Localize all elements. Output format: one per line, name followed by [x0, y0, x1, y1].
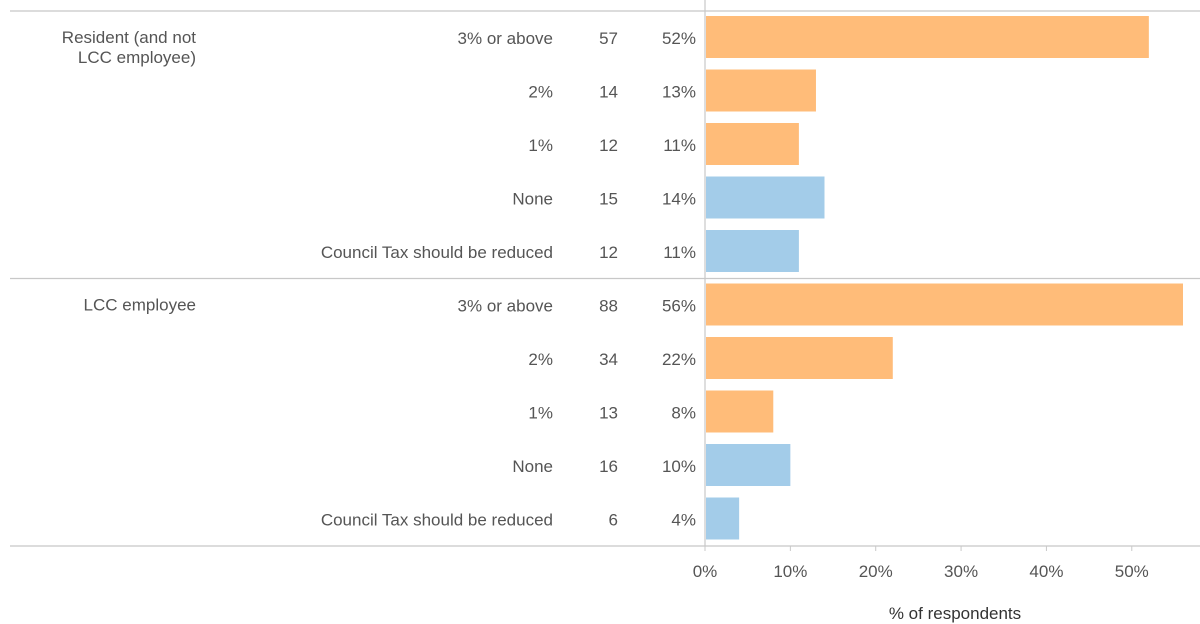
category-label: None [512, 189, 553, 208]
group-label-line: LCC employee [84, 296, 196, 315]
category-label: 3% or above [458, 29, 553, 48]
percent-label: 11% [663, 136, 696, 155]
category-label: 2% [528, 350, 553, 369]
chart-rows: Resident (and not LCC employee) 3% or abov… [62, 16, 1183, 540]
bar [706, 337, 893, 379]
count-label: 12 [599, 243, 618, 262]
count-label: 34 [599, 350, 618, 369]
percent-label: 8% [671, 403, 696, 422]
percent-label: 22% [662, 350, 696, 369]
count-label: 16 [599, 457, 618, 476]
tick-label: 20% [859, 562, 893, 581]
bar [706, 16, 1149, 58]
category-label: 3% or above [458, 296, 553, 315]
count-label: 15 [599, 189, 618, 208]
category-label: 1% [528, 136, 553, 155]
percent-label: 13% [662, 82, 696, 101]
bar [706, 123, 799, 165]
percent-label: 11% [663, 243, 696, 262]
category-label: Council Tax should be reduced [321, 510, 553, 529]
bar [706, 444, 791, 486]
tick-label: 30% [944, 562, 978, 581]
bar [706, 230, 799, 272]
group-label-line: LCC employee) [78, 48, 196, 67]
tick-label: 40% [1029, 562, 1063, 581]
bar [706, 283, 1183, 326]
group-label: LCC employee [84, 296, 196, 315]
bar [706, 69, 816, 112]
percent-label: 14% [662, 189, 696, 208]
category-label: 2% [528, 82, 553, 101]
count-label: 14 [599, 82, 618, 101]
count-label: 12 [599, 136, 618, 155]
count-label: 57 [599, 29, 618, 48]
count-label: 13 [599, 403, 618, 422]
count-label: 88 [599, 296, 618, 315]
category-label: 1% [528, 403, 553, 422]
percent-label: 52% [662, 29, 696, 48]
percent-label: 10% [662, 457, 696, 476]
group-label-line: Resident (and not [62, 28, 196, 47]
count-label: 6 [609, 510, 618, 529]
percent-label: 56% [662, 296, 696, 315]
x-axis: 0% 10% 20% 30% 40% 50% [693, 0, 1149, 581]
percent-label: 4% [671, 510, 696, 529]
group-separators [10, 10, 1200, 547]
tick-label: 50% [1115, 562, 1149, 581]
bar [706, 390, 774, 433]
group-label: Resident (and not LCC employee) [62, 28, 196, 67]
x-axis-title: % of respondents [889, 604, 1021, 623]
bar [706, 497, 740, 540]
tick-label: 0% [693, 562, 718, 581]
category-label: None [512, 457, 553, 476]
category-label: Council Tax should be reduced [321, 243, 553, 262]
tick-label: 10% [773, 562, 807, 581]
bar [706, 176, 825, 219]
